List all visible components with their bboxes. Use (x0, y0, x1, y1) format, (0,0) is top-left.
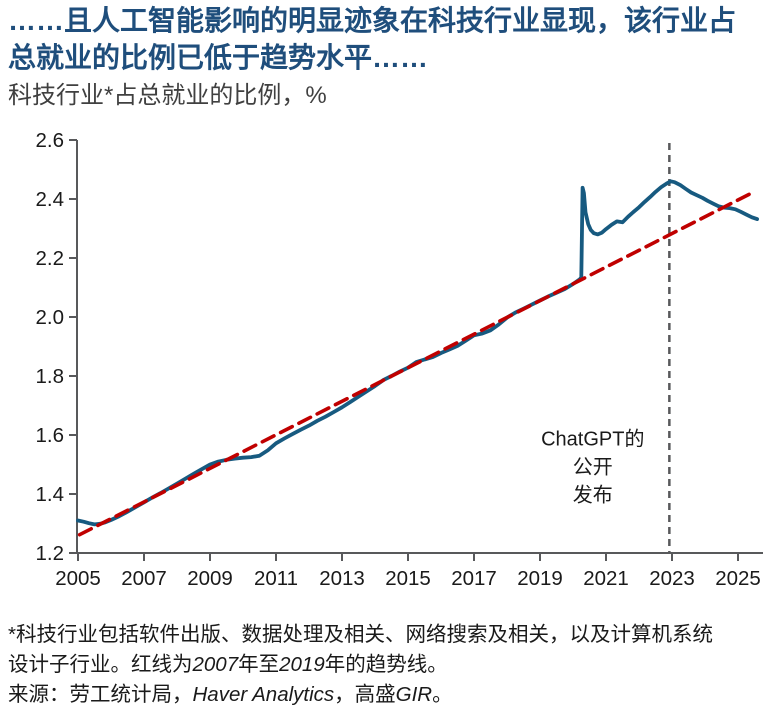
chatgpt-annotation-line: 发布 (573, 483, 613, 506)
y-tick-label: 2.6 (36, 129, 65, 152)
x-tick-label: 2007 (121, 567, 167, 590)
footnote-italic-text: 2007 (192, 653, 239, 676)
x-tick-label: 2015 (385, 567, 431, 590)
chart-headline-line1: ……且人工智能影响的明显迹象在科技行业显现，该行业占 (8, 5, 737, 36)
chatgpt-annotation-line: 公开 (573, 456, 613, 478)
footnote-italic-text: Haver Analytics (192, 683, 335, 706)
chart-headline-line2: 总就业的比例已低于趋势水平…… (8, 42, 429, 73)
trend-line-2007-2019 (77, 189, 757, 537)
footnote-line2: 设计子行业。红线为2007年至2019年的趋势线。 (8, 650, 768, 680)
footnote-text: 年的趋势线。 (324, 653, 448, 676)
footnote-text: *科技行业包括软件出版、数据处理及相关、网络搜索及相关，以及计算机系统 (8, 623, 713, 646)
footnote-text: 来源：劳工统计局， (8, 683, 193, 706)
footnote-line1: *科技行业包括软件出版、数据处理及相关、网络搜索及相关，以及计算机系统 (8, 620, 768, 650)
y-tick-label: 1.8 (36, 365, 65, 388)
y-tick-label: 2.2 (36, 247, 65, 270)
x-tick-label: 2025 (715, 567, 761, 590)
x-tick-label: 2011 (254, 567, 298, 590)
x-tick-label: 2005 (55, 567, 101, 590)
x-tick-label: 2013 (319, 567, 365, 590)
y-tick-label: 1.2 (36, 542, 65, 565)
chart-headline: ……且人工智能影响的明显迹象在科技行业显现，该行业占 总就业的比例已低于趋势水平… (8, 2, 774, 76)
footnote-text: ，高盛 (334, 683, 396, 706)
y-tick-label: 2.4 (36, 188, 65, 211)
x-tick-label: 2019 (517, 567, 563, 590)
footnote-text: 设计子行业。红线为 (8, 653, 193, 676)
footnote-text: 。 (432, 683, 453, 706)
chatgpt-annotation-line: ChatGPT的 (541, 427, 644, 450)
footnote-italic-text: GIR (395, 683, 433, 706)
x-tick-label: 2023 (649, 567, 695, 590)
x-tick-label: 2017 (451, 567, 497, 590)
footnote-italic-text: 2019 (279, 653, 325, 676)
y-tick-label: 1.6 (36, 424, 65, 447)
footnote-text: 年至 (238, 653, 280, 676)
source-line: 来源：劳工统计局，Haver Analytics，高盛GIR。 (8, 680, 768, 710)
tech-employment-series-line (76, 179, 759, 527)
chart-subtitle: 科技行业*占总就业的比例，% (8, 82, 327, 109)
y-tick-label: 2.0 (36, 306, 65, 329)
x-tick-label: 2021 (583, 567, 629, 590)
x-tick-label: 2009 (187, 567, 233, 590)
y-tick-label: 1.4 (36, 483, 65, 506)
